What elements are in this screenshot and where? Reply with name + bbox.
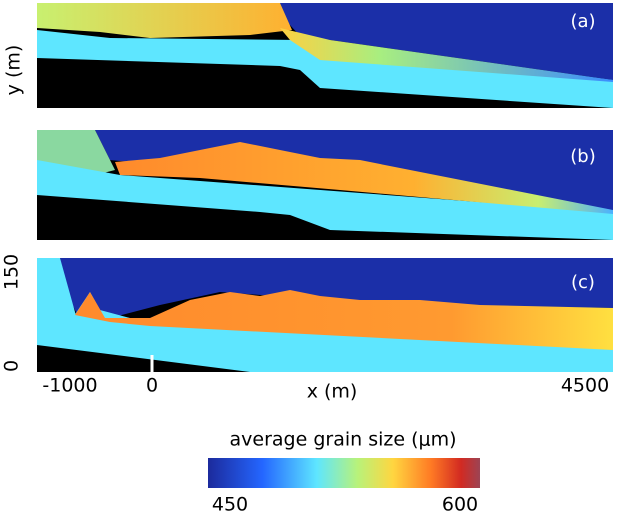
panel-b: (b) bbox=[37, 130, 613, 240]
y-tick-label: 0 bbox=[1, 360, 23, 372]
colorbar-title: average grain size (μm) bbox=[230, 429, 457, 451]
y-axis-label: y (m) bbox=[3, 45, 25, 96]
x-tick-label: 0 bbox=[146, 375, 158, 397]
colorbar-min: 450 bbox=[212, 494, 248, 516]
panel-label: (c) bbox=[571, 272, 595, 293]
colorbar bbox=[208, 458, 480, 488]
panel-a: (a) bbox=[37, 3, 613, 108]
panel-label: (b) bbox=[570, 146, 595, 167]
x-tick-label: -1000 bbox=[42, 375, 97, 397]
x-axis-label: x (m) bbox=[307, 381, 358, 403]
colorbar-max: 600 bbox=[442, 494, 478, 516]
panel-c: (c) bbox=[37, 258, 613, 372]
panel-label: (a) bbox=[570, 11, 595, 32]
y-tick-label: 150 bbox=[1, 254, 23, 290]
x-tick-label: 4500 bbox=[561, 375, 609, 397]
